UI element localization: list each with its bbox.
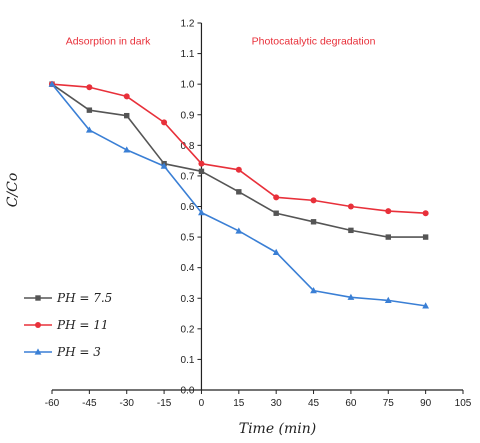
- data-point: [87, 107, 92, 112]
- x-tick-label: 105: [455, 398, 472, 409]
- x-tick-label: -30: [120, 398, 135, 409]
- x-tick-label: 30: [271, 398, 283, 409]
- data-point: [199, 169, 204, 174]
- data-point: [311, 197, 317, 203]
- series-2: [49, 81, 429, 216]
- x-axis-title: Time (min): [239, 421, 317, 437]
- data-point: [236, 167, 242, 173]
- data-series: [49, 81, 429, 309]
- series-1: [49, 81, 428, 239]
- legend-marker: [35, 322, 41, 328]
- region-annotations: Adsorption in dark Photocatalytic degrada…: [66, 35, 376, 47]
- x-tick-label: -60: [45, 398, 60, 409]
- y-tick-label: 1.1: [181, 49, 195, 60]
- data-point: [124, 93, 130, 99]
- region-label: Photocatalytic degradation: [252, 35, 376, 47]
- y-tick-label: 0.1: [181, 355, 195, 366]
- y-tick-label: 0.7: [181, 171, 195, 182]
- y-axis-title: C/Co: [5, 173, 21, 208]
- x-tick-label: 60: [345, 398, 357, 409]
- x-tick-label: 15: [233, 398, 245, 409]
- legend-item: PH = 11: [24, 318, 109, 332]
- legend-label: PH = 11: [56, 318, 109, 332]
- data-point: [86, 84, 92, 90]
- data-point: [236, 189, 241, 194]
- y-tick-label: 0.6: [181, 202, 195, 213]
- data-point: [311, 219, 316, 224]
- legend-item: PH = 7.5: [24, 291, 112, 305]
- legend-item: PH = 3: [24, 345, 101, 359]
- legend-label: PH = 7.5: [56, 291, 112, 305]
- series-line: [52, 84, 426, 306]
- y-tick-label: 1.0: [181, 80, 195, 91]
- data-point: [348, 204, 354, 210]
- x-tick-label: -15: [157, 398, 172, 409]
- data-point: [161, 119, 167, 125]
- legend-label: PH = 3: [56, 345, 101, 359]
- x-tick-label: 90: [420, 398, 432, 409]
- data-point: [385, 208, 391, 214]
- series-3: [49, 81, 429, 309]
- data-point: [198, 161, 204, 167]
- x-tick-label: 75: [383, 398, 395, 409]
- data-point: [386, 234, 391, 239]
- region-label: Adsorption in dark: [66, 35, 151, 47]
- y-tick-label: 0.4: [181, 263, 195, 274]
- data-point: [273, 211, 278, 216]
- x-axis-ticks: -60 -45 -30 -15 0 15 30 45 60 75 90 105: [45, 390, 472, 409]
- axes: [52, 23, 463, 390]
- x-tick-label: 0: [199, 398, 205, 409]
- y-tick-label: 0.2: [181, 324, 195, 335]
- y-tick-label: 0.5: [181, 233, 195, 244]
- x-tick-label: 45: [308, 398, 320, 409]
- data-point: [423, 210, 429, 216]
- data-point: [273, 194, 279, 200]
- y-tick-label: 0.3: [181, 294, 195, 305]
- series-line: [52, 84, 426, 237]
- legend: PH = 7.5 PH = 11 PH = 3: [24, 291, 112, 359]
- data-point: [348, 228, 353, 233]
- data-point: [124, 113, 129, 118]
- y-tick-label: 1.2: [181, 19, 195, 30]
- legend-marker: [35, 295, 40, 300]
- x-tick-label: -45: [82, 398, 97, 409]
- y-tick-label: 0.9: [181, 110, 195, 121]
- data-point: [423, 234, 428, 239]
- y-tick-label: 0.0: [181, 386, 195, 397]
